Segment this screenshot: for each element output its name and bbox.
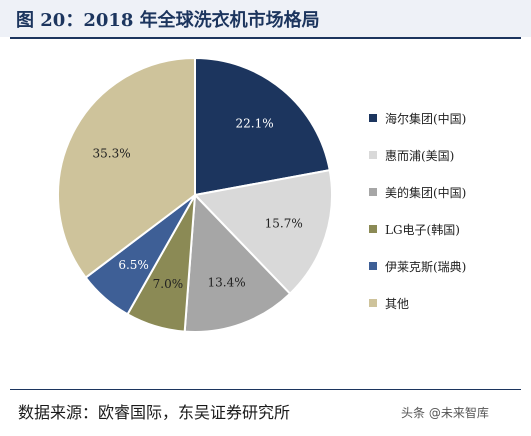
legend-item: 伊莱克斯(瑞典) xyxy=(369,257,466,275)
pie-slice xyxy=(57,56,196,280)
legend-item: 惠而浦(美国) xyxy=(369,146,454,164)
legend-label: 惠而浦(美国) xyxy=(385,148,455,163)
slice-data-label: 13.4% xyxy=(208,276,246,290)
legend-item: 美的集团(中国) xyxy=(369,183,466,201)
slice-data-label: 15.7% xyxy=(265,217,303,231)
slice-data-label: 6.5% xyxy=(118,258,149,272)
pie-slice xyxy=(194,56,331,197)
legend-swatch xyxy=(369,151,377,159)
slice-data-label: 35.3% xyxy=(93,147,131,161)
pie-slice xyxy=(183,192,292,333)
slice-data-label: 7.0% xyxy=(153,277,184,291)
watermark: 头条 @未来智库 xyxy=(401,406,489,420)
legend-swatch xyxy=(369,225,377,233)
legend-swatch xyxy=(369,188,377,196)
legend-item: LG电子(韩国) xyxy=(369,220,460,238)
legend-label: 美的集团(中国) xyxy=(385,185,467,200)
legend-label: 伊莱克斯(瑞典) xyxy=(385,259,467,274)
figure-title: 图 20：2018 年全球洗衣机市场格局 xyxy=(16,10,320,31)
legend-label: 海尔集团(中国) xyxy=(385,111,467,126)
slice-data-label: 22.1% xyxy=(236,116,274,130)
title-band xyxy=(0,0,531,37)
pie-slice xyxy=(192,169,333,296)
legend-label: 其他 xyxy=(385,296,410,311)
legend-swatch xyxy=(369,262,377,270)
pie-chart: 22.1% 15.7% 13.4% 7.0% 6.5% 35.3% xyxy=(57,56,333,333)
source-note: 数据来源：欧睿国际，东吴证券研究所 xyxy=(18,403,291,422)
title-rule xyxy=(10,37,521,39)
legend-label: LG电子(韩国) xyxy=(385,222,460,237)
legend-item: 海尔集团(中国) xyxy=(369,109,466,127)
legend-item: 其他 xyxy=(369,294,409,312)
legend-swatch xyxy=(369,114,377,122)
legend-swatch xyxy=(369,299,377,307)
bottom-rule xyxy=(10,389,521,390)
